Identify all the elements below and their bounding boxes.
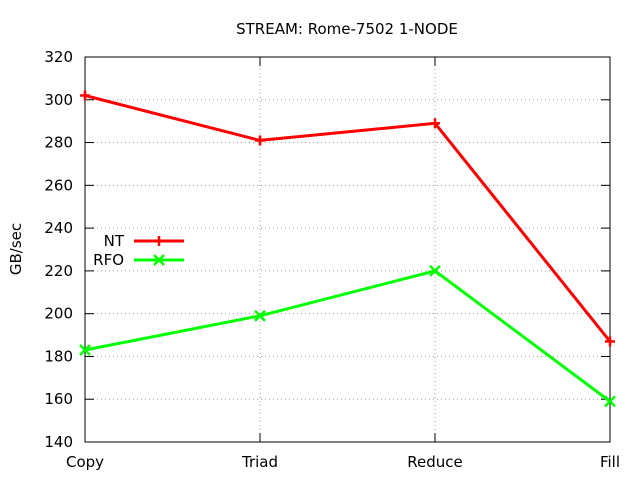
x-tick-label: Copy: [66, 453, 104, 471]
x-tick-label: Reduce: [407, 453, 462, 471]
data-point: [255, 135, 265, 146]
axis-ticks: 140 160 180 200 220 240 260 280 300 320 Copy Triad R…: [44, 48, 620, 471]
data-point: [80, 90, 90, 101]
y-tick-label: 300: [44, 91, 73, 109]
data-point: [430, 118, 440, 129]
y-tick-label: 160: [44, 390, 73, 408]
x-tick-label: Fill: [600, 453, 620, 471]
series-lines: [79, 90, 616, 408]
series-rfo: [79, 265, 616, 408]
chart-title: STREAM: Rome-7502 1-NODE: [236, 20, 458, 38]
y-tick-label: 180: [44, 347, 73, 365]
legend-marker: [153, 254, 165, 266]
y-tick-label: 200: [44, 305, 73, 323]
legend-marker: [154, 236, 164, 246]
legend-label: RFO: [93, 251, 124, 269]
y-axis-label: GB/sec: [7, 223, 25, 275]
y-tick-label: 320: [44, 48, 73, 66]
data-point: [605, 336, 615, 347]
series-line: [84, 94, 612, 343]
legend-label: NT: [104, 232, 125, 250]
y-tick-label: 240: [44, 219, 73, 237]
y-tick-label: 280: [44, 134, 73, 152]
series-nt: [80, 90, 615, 347]
y-tick-label: 260: [44, 176, 73, 194]
data-point-marker: [604, 395, 616, 408]
data-point-marker: [254, 309, 266, 322]
data-point: [429, 265, 441, 277]
legend-marker-stroke: [153, 254, 165, 266]
data-point: [604, 395, 616, 408]
x-tick-label: Triad: [241, 453, 278, 471]
y-tick-label: 140: [44, 433, 73, 451]
series-line: [84, 269, 611, 403]
data-point: [254, 309, 266, 322]
data-point-marker: [429, 265, 441, 277]
data-point-marker: [79, 344, 91, 356]
data-point: [79, 344, 91, 356]
plot-frame: [84, 56, 611, 443]
y-tick-label: 220: [44, 262, 73, 280]
